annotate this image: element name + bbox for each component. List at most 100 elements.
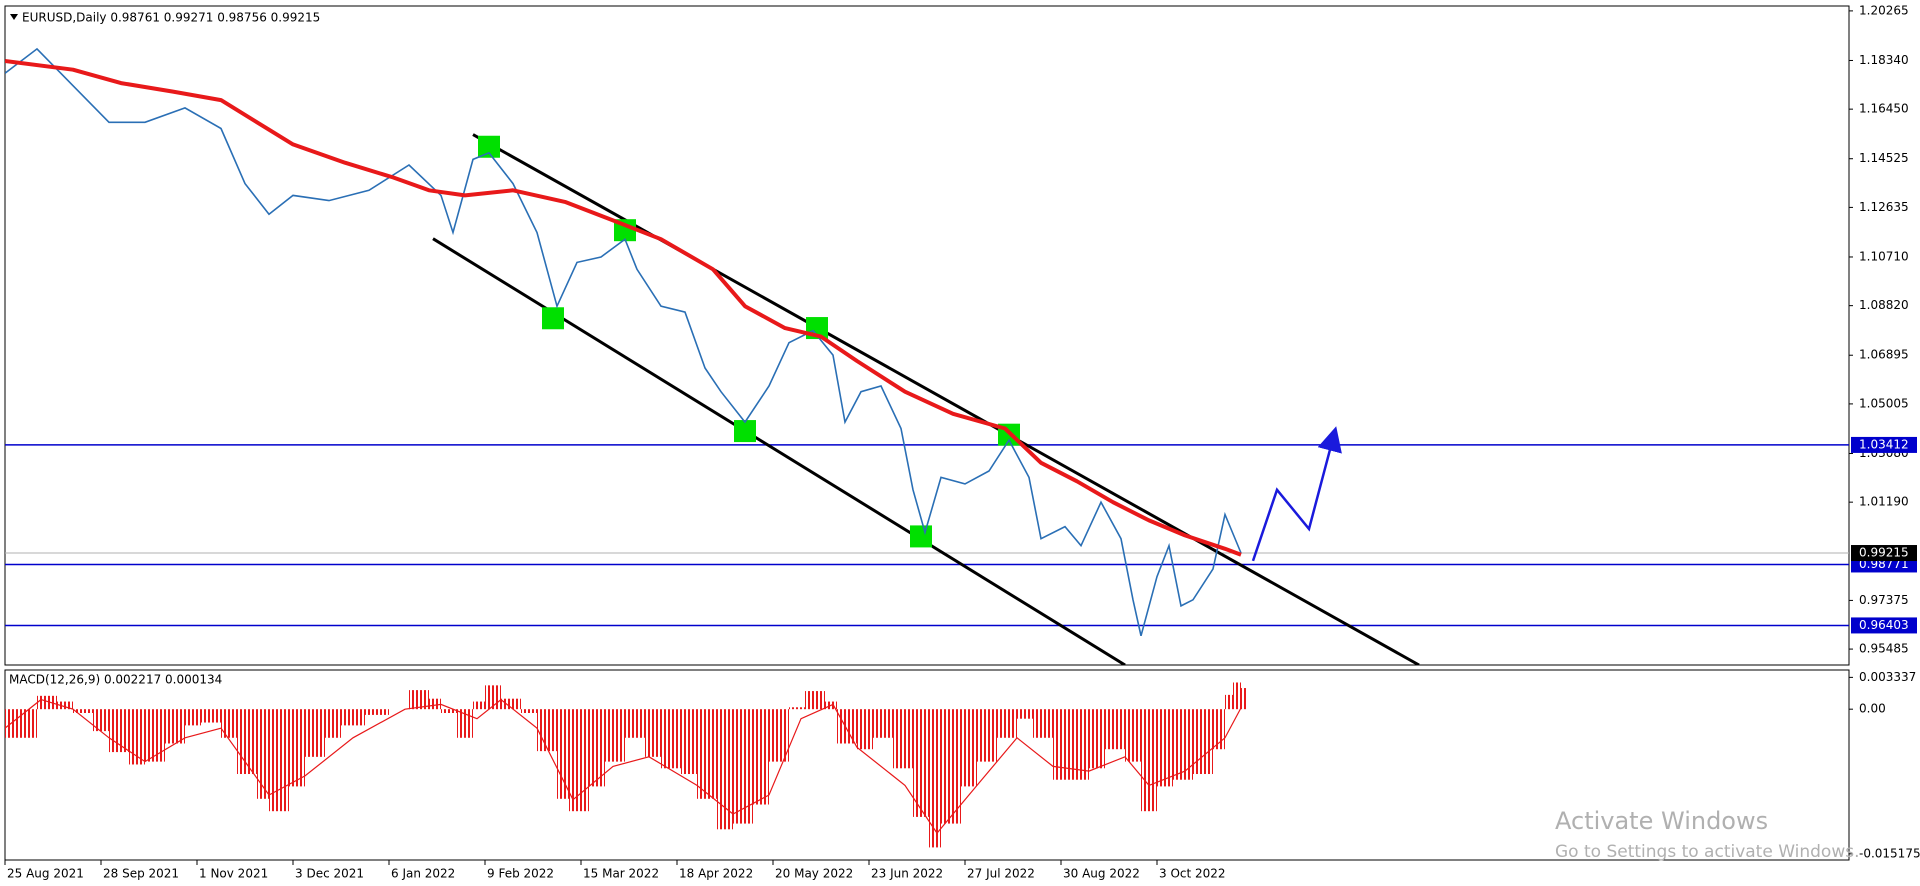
macd-bar bbox=[1173, 709, 1193, 780]
macd-bar bbox=[441, 709, 457, 713]
macd-bar bbox=[57, 701, 73, 710]
menu-arrow[interactable] bbox=[10, 14, 18, 20]
watermark-subtitle: Go to Settings to activate Windows. bbox=[1555, 842, 1860, 862]
x-tick-label: 9 Feb 2022 bbox=[487, 867, 554, 881]
macd-bar bbox=[1241, 688, 1247, 710]
x-tick-label: 6 Jan 2022 bbox=[391, 867, 455, 881]
macd-bar bbox=[733, 709, 753, 824]
macd-bar bbox=[769, 709, 789, 762]
macd-bar bbox=[661, 709, 681, 769]
y-tick-label: 1.12635 bbox=[1859, 200, 1909, 214]
macd-bar bbox=[341, 709, 365, 726]
moving-average bbox=[5, 59, 1242, 557]
macd-bar bbox=[625, 709, 645, 738]
macd-bar bbox=[473, 701, 485, 710]
macd-bar bbox=[109, 709, 129, 753]
y-tick-label: 0.003337 bbox=[1859, 670, 1916, 684]
macd-bar bbox=[929, 709, 941, 848]
macd-bar bbox=[429, 698, 441, 710]
macd-bar bbox=[645, 709, 661, 757]
macd-bar bbox=[557, 709, 569, 799]
macd-bar bbox=[789, 707, 805, 710]
macd-bar bbox=[501, 698, 521, 710]
macd-bar bbox=[805, 691, 825, 710]
price-label-box bbox=[1851, 545, 1917, 562]
macd-bar bbox=[305, 709, 325, 757]
macd-title: MACD(12,26,9) 0.002217 0.000134 bbox=[9, 673, 222, 687]
forecast-path bbox=[1251, 426, 1342, 562]
pivot-marker bbox=[734, 420, 756, 443]
macd-bar bbox=[857, 709, 873, 750]
y-tick-label: 1.18340 bbox=[1859, 53, 1909, 67]
macd-bar bbox=[5, 709, 37, 738]
macd-bar bbox=[365, 709, 389, 715]
macd-bar bbox=[681, 709, 697, 775]
macd-bar bbox=[221, 709, 237, 738]
price-label: 1.03412 bbox=[1859, 437, 1909, 451]
macd-bar bbox=[185, 709, 201, 726]
price-label-box bbox=[1851, 436, 1917, 453]
price-plot bbox=[5, 47, 1849, 665]
macd-bar bbox=[893, 709, 913, 769]
macd-pane bbox=[4, 669, 1850, 861]
macd-bar bbox=[1125, 709, 1141, 762]
macd-bar bbox=[589, 709, 605, 787]
x-tick-label: 3 Oct 2022 bbox=[1159, 867, 1226, 881]
y-tick-label: 1.06895 bbox=[1859, 348, 1909, 362]
pivot-marker bbox=[478, 135, 500, 158]
x-tick-label: 15 Mar 2022 bbox=[583, 867, 659, 881]
macd-bar bbox=[1033, 709, 1053, 738]
y-tick-label: 1.20265 bbox=[1859, 3, 1909, 17]
price-label: 0.99215 bbox=[1859, 546, 1909, 560]
channel-line bbox=[432, 237, 1126, 665]
macd-bar bbox=[913, 709, 929, 817]
macd-bar bbox=[37, 695, 57, 710]
x-tick-label: 27 Jul 2022 bbox=[967, 867, 1035, 881]
price-label-box bbox=[1851, 617, 1917, 634]
macd-bar bbox=[1141, 709, 1157, 812]
x-tick-label: 30 Aug 2022 bbox=[1063, 867, 1140, 881]
macd-bar bbox=[1233, 682, 1241, 710]
x-tick-label: 20 May 2022 bbox=[775, 867, 853, 881]
macd-bar bbox=[537, 709, 557, 752]
macd-bar bbox=[325, 709, 341, 738]
price-line bbox=[5, 47, 1242, 637]
macd-bar bbox=[269, 709, 289, 812]
macd-bar bbox=[997, 709, 1017, 738]
macd-bar bbox=[457, 709, 473, 738]
macd-bar bbox=[73, 709, 93, 713]
macd-signal bbox=[5, 698, 1242, 835]
y-tick-label: 1.10710 bbox=[1859, 249, 1909, 263]
x-tick-label: 25 Aug 2021 bbox=[7, 867, 84, 881]
macd-bar bbox=[1105, 709, 1125, 750]
macd-bar bbox=[1213, 709, 1225, 750]
y-tick-label: 1.14525 bbox=[1859, 151, 1909, 165]
axes: 1.20265 1.18340 1.16450 1.14525 1.12635 1.107… bbox=[4, 3, 1920, 881]
y-tick-label: 1.01190 bbox=[1859, 495, 1909, 509]
macd-bar bbox=[961, 709, 977, 787]
watermark-title: Activate Windows bbox=[1555, 807, 1768, 835]
x-tick-label: 23 Jun 2022 bbox=[871, 867, 943, 881]
y-tick-label: 0.97375 bbox=[1859, 593, 1909, 607]
macd-bar bbox=[145, 709, 165, 762]
macd-bar bbox=[873, 709, 893, 738]
macd-bar bbox=[409, 690, 429, 710]
macd-bar bbox=[257, 709, 269, 799]
y-tick-label: 1.16450 bbox=[1859, 102, 1909, 116]
pivot-marker bbox=[910, 525, 932, 548]
x-tick-label: 3 Dec 2021 bbox=[295, 867, 364, 881]
macd-bar bbox=[753, 709, 769, 805]
x-tick-label: 1 Nov 2021 bbox=[199, 867, 268, 881]
y-tick-label: -0.015175 bbox=[1859, 846, 1920, 860]
macd-bar bbox=[129, 709, 145, 765]
macd-bar bbox=[837, 709, 857, 744]
macd-bar bbox=[201, 709, 221, 723]
y-tick-label: 0.95485 bbox=[1859, 642, 1909, 656]
macd-bar bbox=[1017, 709, 1033, 719]
macd-bar bbox=[1225, 694, 1233, 710]
macd-bar bbox=[1053, 709, 1069, 780]
macd-bar bbox=[977, 709, 997, 762]
macd-bar bbox=[569, 709, 589, 812]
